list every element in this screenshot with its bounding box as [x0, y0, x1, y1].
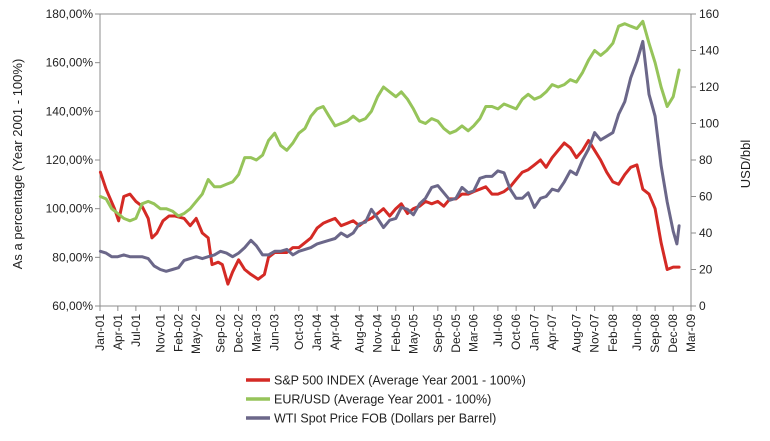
legend-label: S&P 500 INDEX (Average Year 2001 - 100%): [274, 374, 526, 388]
x-tick-label: Jul-01: [129, 314, 143, 347]
legend-label: WTI Spot Price FOB (Dollars per Barrel): [274, 412, 496, 426]
right-axis-title: USD/bbl: [738, 140, 753, 189]
x-tick-label: Jan-07: [527, 314, 541, 351]
left-y-tick-labels: 60,00% 80,00% 100,00% 120,00% 140,00% 160,00%…: [46, 7, 100, 313]
x-tick-label: Dec-05: [449, 314, 463, 353]
x-tick-label: Dec-02: [232, 314, 246, 353]
series-lines: [98, 19, 681, 286]
x-tick-label: Feb-05: [389, 314, 403, 352]
left-axis-title: As a percentage (Year 2001 - 100%): [10, 59, 25, 270]
x-tick-label: Nov-07: [588, 314, 602, 353]
right-y-tick-label: 160: [699, 7, 719, 21]
x-tick-label: Oct-03: [292, 314, 306, 350]
x-tick-label: Apr-01: [111, 314, 125, 350]
series-line-3: [98, 39, 681, 273]
plot-frame: [99, 13, 692, 307]
x-tick-label: Sep-08: [648, 314, 662, 353]
right-y-tick-label: 100: [699, 117, 719, 131]
right-y-tick-label: 40: [699, 226, 713, 240]
x-tick-label: Mar-03: [249, 314, 263, 352]
x-tick-label: Jan-04: [310, 314, 324, 351]
plot-area-border: [99, 13, 692, 307]
left-y-tick-label: 140,00%: [46, 104, 94, 118]
right-y-tick-label: 60: [699, 190, 713, 204]
x-tick-label: Aug-07: [569, 314, 583, 353]
right-y-tick-label: 120: [699, 80, 719, 94]
x-tick-label: Aug-04: [352, 314, 366, 353]
x-tick-label: Nov-04: [371, 314, 385, 353]
legend-label: EUR/USD (Average Year 2001 - 100%): [274, 393, 491, 407]
x-tick-label: May-05: [406, 314, 420, 354]
x-tick-label: Mar-09: [684, 314, 698, 352]
x-tick-label: Sep-05: [431, 314, 445, 353]
left-y-tick-label: 120,00%: [46, 153, 94, 167]
x-tick-label: Jun-08: [630, 314, 644, 351]
left-y-tick-label: 80,00%: [52, 250, 93, 264]
right-y-tick-label: 80: [699, 153, 713, 167]
right-y-tick-label: 0: [699, 299, 706, 313]
legend: S&P 500 INDEX (Average Year 2001 - 100%)…: [246, 374, 526, 426]
x-tick-label: Jan-01: [93, 314, 107, 351]
x-tick-label: Dec-08: [666, 314, 680, 353]
x-tick-label: Oct-06: [509, 314, 523, 350]
x-tick-label: May-02: [189, 314, 203, 354]
x-tick-label: Apr-04: [328, 314, 342, 350]
left-y-tick-label: 60,00%: [52, 299, 93, 313]
series-line-2: [98, 19, 681, 223]
right-y-tick-label: 20: [699, 263, 713, 277]
x-tick-labels: Jan-01 Apr-01 Jul-01 Nov-01 Feb-02 May-02 Sep-…: [93, 306, 698, 354]
x-tick-label: Jun-03: [268, 314, 282, 351]
series-line-1: [98, 139, 681, 286]
right-y-tick-labels: 0 20 40 60 80 100 120 140 160: [691, 7, 719, 313]
x-tick-label: Mar-06: [467, 314, 481, 352]
x-tick-label: Feb-02: [172, 314, 186, 352]
x-tick-label: Jul-06: [491, 314, 505, 347]
x-tick-label: Apr-07: [545, 314, 559, 350]
right-y-tick-label: 140: [699, 44, 719, 58]
left-y-tick-label: 180,00%: [46, 7, 94, 21]
left-y-tick-label: 100,00%: [46, 202, 94, 216]
x-tick-label: Nov-01: [153, 314, 167, 353]
left-y-tick-label: 160,00%: [46, 56, 94, 70]
x-tick-label: Feb-08: [606, 314, 620, 352]
x-tick-label: Sep-02: [214, 314, 228, 353]
